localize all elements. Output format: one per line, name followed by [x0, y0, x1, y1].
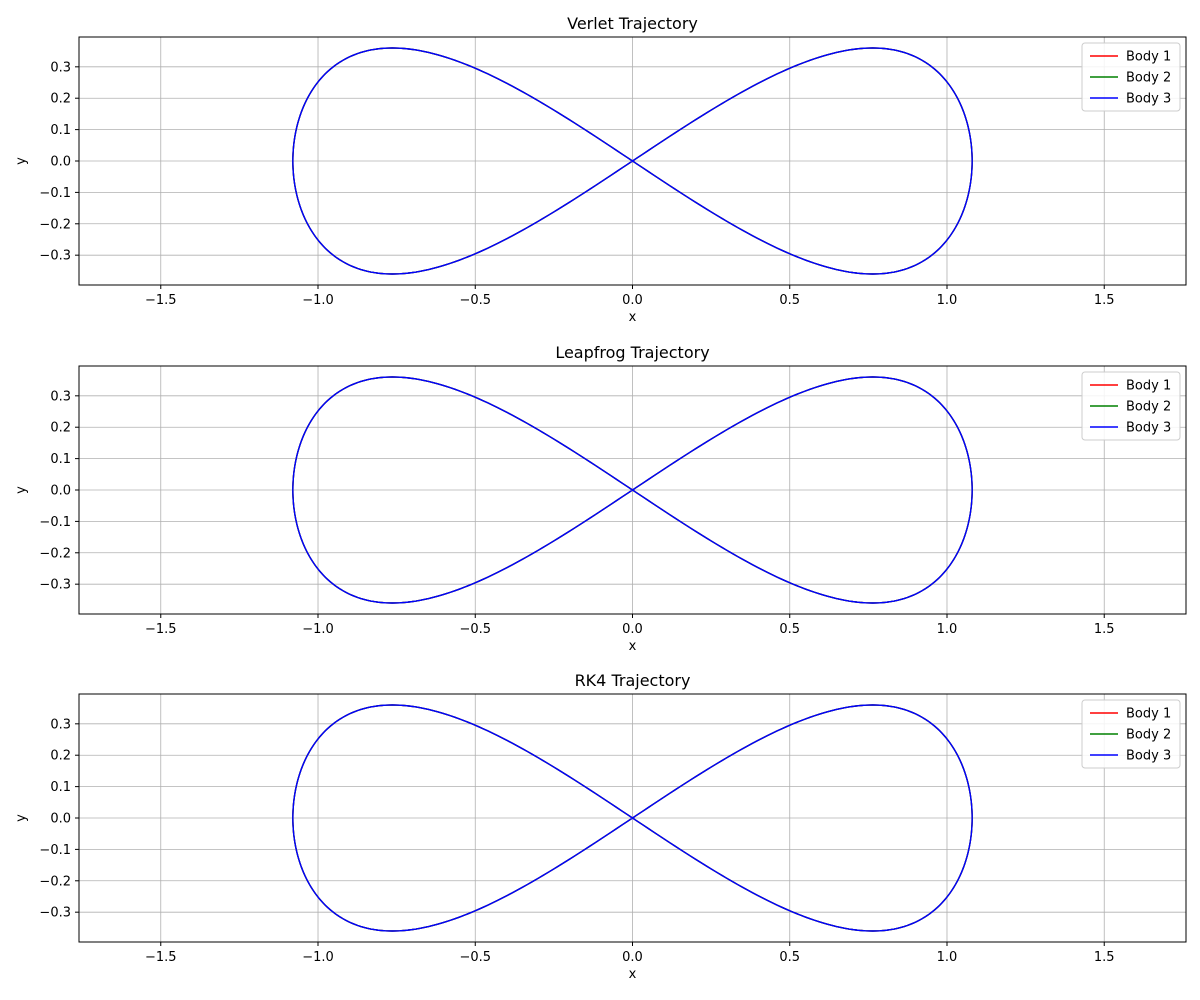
series-group: [292, 47, 973, 275]
y-tick-label: −0.3: [39, 578, 71, 593]
x-tick-label: −1.0: [302, 293, 334, 308]
y-tick-label: −0.3: [39, 906, 71, 921]
x-tick-label: 1.0: [937, 950, 958, 965]
y-tick-label: 0.1: [50, 780, 71, 795]
y-tick-label: 0.3: [50, 60, 71, 75]
x-tick-label: 0.5: [779, 622, 800, 637]
x-tick-label: 0.0: [622, 293, 643, 308]
x-tick-label: −0.5: [459, 293, 491, 308]
x-tick-label: 1.0: [937, 622, 958, 637]
x-tick-label: 1.5: [1094, 950, 1115, 965]
legend-entry-label: Body 3: [1126, 92, 1171, 107]
legend: Body 1 Body 2 Body 3: [1081, 371, 1181, 441]
legend-entry-label: Body 1: [1126, 707, 1171, 722]
x-tick-label: −1.0: [302, 622, 334, 637]
series-line-body-3: [292, 704, 973, 932]
legend-entry-label: Body 3: [1126, 421, 1171, 436]
y-tick-label: 0.3: [50, 389, 71, 404]
x-tick-label: 1.5: [1094, 622, 1115, 637]
x-tick-label: −1.5: [145, 622, 177, 637]
x-axis-label: x: [629, 310, 637, 325]
legend-entry-label: Body 2: [1126, 728, 1171, 743]
legend-entry-label: Body 3: [1126, 749, 1171, 764]
x-tick-label: 0.0: [622, 950, 643, 965]
y-axis-label: y: [14, 814, 29, 822]
x-tick-label: 0.5: [779, 293, 800, 308]
chart-title: Verlet Trajectory: [567, 14, 698, 33]
x-tick-label: 0.0: [622, 622, 643, 637]
series-group: [292, 376, 973, 604]
x-axis-label: x: [629, 967, 637, 982]
y-tick-label: −0.2: [39, 546, 71, 561]
y-tick-label: 0.1: [50, 123, 71, 138]
y-axis-label: y: [14, 157, 29, 165]
y-tick-label: −0.1: [39, 186, 71, 201]
y-axis-label: y: [14, 486, 29, 494]
grid: [79, 37, 1186, 285]
x-tick-label: 0.5: [779, 950, 800, 965]
series-group: [292, 704, 973, 932]
y-tick-label: 0.0: [50, 484, 71, 499]
subplot-3: −1.5 −1.0 −0.5 0.0 0.5 1.0 1.5 0.3 0.2 0.1 0.0 −0.1…: [14, 671, 1187, 982]
x-axis-label: x: [629, 639, 637, 654]
x-tick-label: −0.5: [459, 950, 491, 965]
y-tick-label: 0.1: [50, 452, 71, 467]
grid: [79, 366, 1186, 614]
subplot-1: −1.5 −1.0 −0.5 0.0 0.5 1.0 1.5 0.3 0.2 0.1 0.0 −0.1…: [14, 14, 1187, 325]
y-tick-label: −0.2: [39, 874, 71, 889]
series-line-body-3: [292, 47, 973, 275]
grid: [79, 694, 1186, 942]
y-tick-label: −0.1: [39, 843, 71, 858]
y-tick-label: 0.2: [50, 92, 71, 107]
x-tick-label: 1.0: [937, 293, 958, 308]
legend-entry-label: Body 2: [1126, 400, 1171, 415]
legend-entry-label: Body 1: [1126, 50, 1171, 65]
x-tick-label: −1.5: [145, 950, 177, 965]
subplot-2: −1.5 −1.0 −0.5 0.0 0.5 1.0 1.5 0.3 0.2 0.1 0.0 −0.1…: [14, 343, 1187, 654]
legend-box: [1081, 371, 1181, 441]
legend-entry-label: Body 1: [1126, 379, 1171, 394]
y-tick-label: −0.2: [39, 217, 71, 232]
y-tick-label: 0.2: [50, 421, 71, 436]
y-tick-label: 0.0: [50, 155, 71, 170]
x-tick-label: 1.5: [1094, 293, 1115, 308]
x-tick-label: −1.0: [302, 950, 334, 965]
y-tick-label: 0.0: [50, 812, 71, 827]
legend: Body 1 Body 2 Body 3: [1081, 42, 1181, 112]
legend: Body 1 Body 2 Body 3: [1081, 699, 1181, 769]
series-line-body-3: [292, 376, 973, 604]
legend-box: [1081, 42, 1181, 112]
y-tick-label: 0.3: [50, 717, 71, 732]
x-tick-label: −0.5: [459, 622, 491, 637]
legend-box: [1081, 699, 1181, 769]
chart-title: Leapfrog Trajectory: [555, 343, 709, 362]
y-tick-label: −0.1: [39, 515, 71, 530]
y-tick-label: 0.2: [50, 749, 71, 764]
x-tick-label: −1.5: [145, 293, 177, 308]
legend-entry-label: Body 2: [1126, 71, 1171, 86]
y-tick-label: −0.3: [39, 249, 71, 264]
chart-title: RK4 Trajectory: [575, 671, 691, 690]
